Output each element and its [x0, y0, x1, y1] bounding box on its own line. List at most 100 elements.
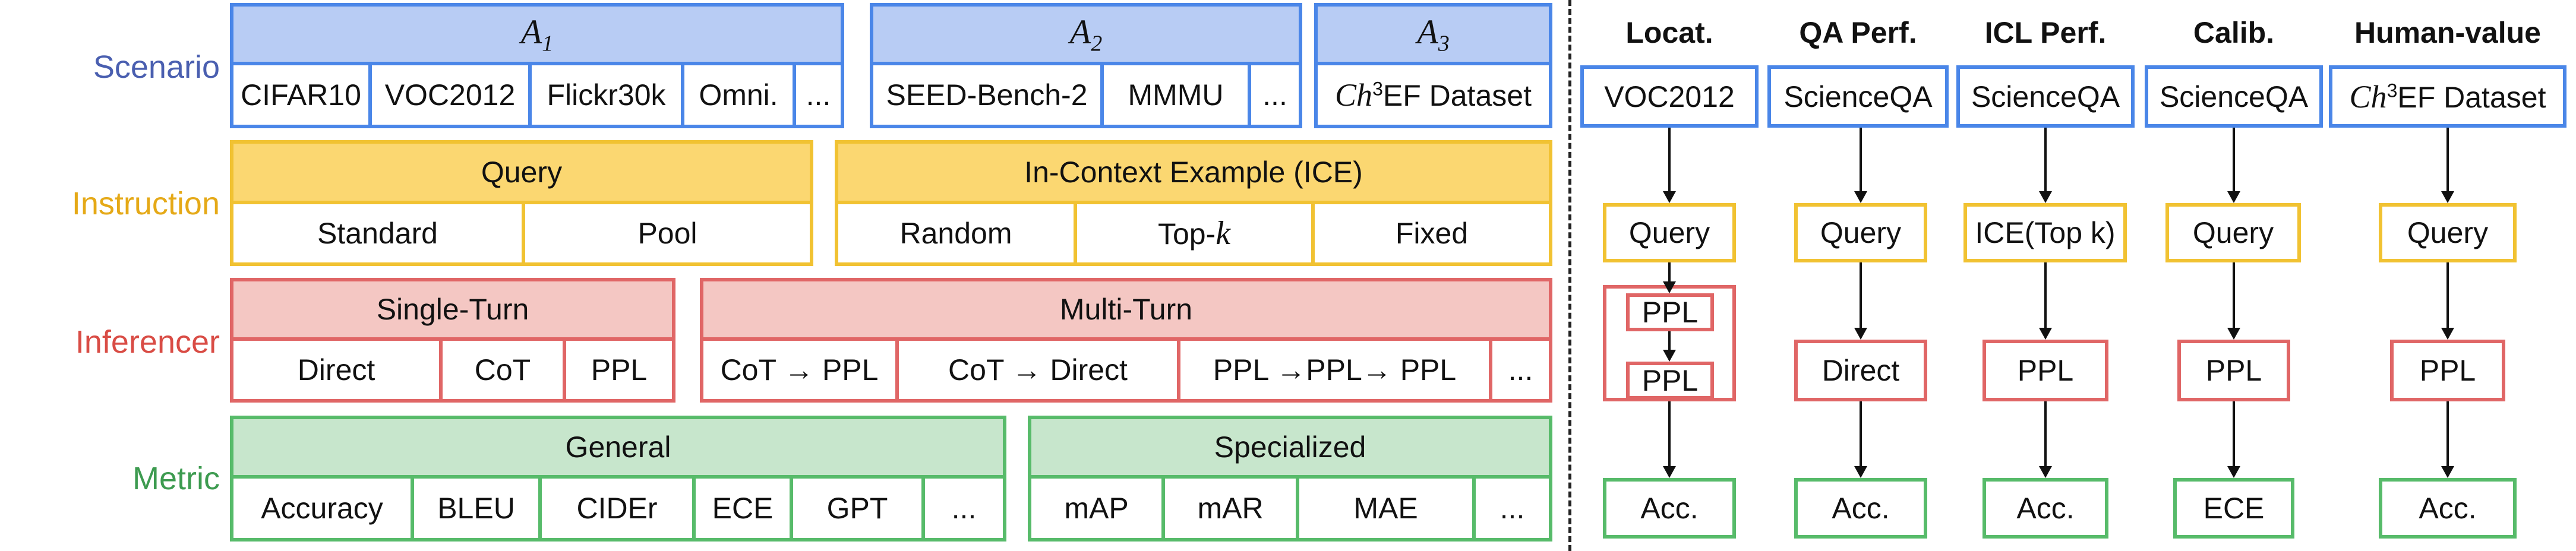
arrow-line [2233, 401, 2235, 467]
row-label-metric: Metric [132, 461, 220, 496]
arrow-head [2441, 466, 2454, 478]
scenario-a3-header: A3 [1314, 3, 1552, 65]
arrow-line [2044, 128, 2047, 192]
pipeline-metric: Acc. [1982, 478, 2108, 539]
pipeline-title: Locat. [1625, 16, 1713, 49]
pipeline-title: ICL Perf. [1984, 16, 2107, 49]
pipeline-inferencer: PPL [2177, 340, 2290, 401]
arrow-head [2039, 466, 2052, 478]
metric-general-item: ... [921, 475, 1006, 542]
instruction-query-header: Query [230, 140, 813, 204]
arrow-line [2446, 262, 2449, 329]
metric-specialized-item: ... [1472, 475, 1552, 542]
pipeline-dataset: ScienceQA [1767, 65, 1949, 128]
metric-general-item: BLEU [411, 475, 542, 542]
arrow-head [2039, 328, 2052, 340]
inferencer-single-item: Direct [230, 337, 443, 403]
arrow-line [1860, 401, 1862, 467]
pipeline-inferencer: PPL [2390, 340, 2505, 401]
arrow-line [2044, 401, 2047, 467]
metric-general-item: Accuracy [230, 475, 414, 542]
arrow-head [2441, 328, 2454, 340]
inferencer-multi-item: ... [1489, 337, 1552, 403]
scenario-a2-item: ... [1248, 62, 1302, 128]
arrow-head [2227, 328, 2240, 340]
scenario-a2-header: A2 [870, 3, 1302, 65]
metric-general-item: CIDEr [538, 475, 696, 542]
metric-general-item: GPT [790, 475, 925, 542]
pipeline-inferencer: PPL [1626, 293, 1714, 331]
arrow-line [2044, 262, 2047, 329]
arrow-head [1663, 466, 1676, 478]
pipeline-metric: Acc. [1603, 478, 1736, 539]
instruction-ice-item: Fixed [1311, 201, 1552, 266]
pipeline-dataset: VOC2012 [1580, 65, 1759, 128]
pipeline-metric: Acc. [2379, 478, 2517, 539]
arrow-head [1663, 350, 1676, 362]
instruction-ice-topk: Top-k [1157, 215, 1231, 252]
inferencer-multi-item: PPL →PPL→ PPL [1177, 337, 1492, 403]
row-label-scenario: Scenario [93, 49, 220, 85]
arrow-line [1668, 331, 1671, 351]
pipeline-instruction: Query [1794, 203, 1927, 262]
pipeline-title: QA Perf. [1799, 16, 1917, 49]
scenario-a1-item: VOC2012 [368, 62, 532, 128]
arrow-head [1663, 281, 1676, 293]
inferencer-single-item: CoT [439, 337, 566, 403]
inferencer-multi-item: CoT → PPL [700, 337, 899, 403]
instruction-query-item: Standard [230, 201, 525, 266]
pipeline-inferencer: PPL [1626, 362, 1714, 400]
pipeline-instruction: Query [2165, 203, 2301, 262]
scenario-a3-item: Ch3EF Dataset [1314, 62, 1552, 128]
metric-specialized-item: MAE [1296, 475, 1476, 542]
row-label-instruction: Instruction [71, 186, 220, 221]
scenario-a2-item: SEED-Bench-2 [870, 62, 1104, 128]
pipeline-dataset: ScienceQA [1956, 65, 2135, 128]
arrow-line [1860, 128, 1862, 192]
pipeline-metric: ECE [2173, 478, 2294, 539]
pipeline-inferencer: Direct [1794, 340, 1927, 401]
section-divider [1568, 0, 1571, 551]
scenario-a1-title: A1 [520, 12, 554, 56]
metric-specialized-item: mAP [1028, 475, 1165, 542]
arrow-head [1854, 466, 1867, 478]
inferencer-multi-header: Multi-Turn [700, 278, 1552, 341]
instruction-ice-header: In-Context Example (ICE) [835, 140, 1552, 204]
scenario-a3-dataset: Ch3EF Dataset [1335, 77, 1532, 113]
pipeline-dataset-text: Ch3EF Dataset [2349, 78, 2546, 115]
arrow-head [2227, 466, 2240, 478]
pipeline-dataset: Ch3EF Dataset [2329, 65, 2566, 128]
arrow-head [2227, 191, 2240, 203]
arrow-head [1663, 191, 1676, 203]
pipeline-instruction: Query [1603, 203, 1736, 262]
arrow-line [1668, 401, 1671, 467]
instruction-ice-item: Random [835, 201, 1077, 266]
metric-specialized-item: mAR [1161, 475, 1299, 542]
arrow-line [2446, 401, 2449, 467]
arrow-line [2233, 128, 2235, 192]
pipeline-dataset: ScienceQA [2145, 65, 2323, 128]
inferencer-single-header: Single-Turn [230, 278, 675, 341]
scenario-a2-title: A2 [1069, 12, 1103, 56]
scenario-a1-item: ... [793, 62, 844, 128]
pipeline-instruction: Query [2379, 203, 2517, 262]
arrow-head [1854, 191, 1867, 203]
pipeline-title: Calib. [2193, 16, 2275, 49]
pipeline-inferencer: PPL [1982, 340, 2108, 401]
instruction-ice-item: Top-k [1074, 201, 1315, 266]
pipeline-metric: Acc. [1794, 478, 1927, 539]
scenario-a1-item: Omni. [681, 62, 796, 128]
inferencer-multi-item: CoT → Direct [895, 337, 1180, 403]
scenario-a1-item: Flickr30k [528, 62, 684, 128]
scenario-a1-header: A1 [230, 3, 844, 65]
metric-general-header: General [230, 416, 1006, 479]
arrow-line [1668, 128, 1671, 192]
pipeline-title: Human-value [2354, 16, 2541, 49]
metric-general-item: ECE [692, 475, 793, 542]
row-label-inferencer: Inferencer [75, 324, 220, 360]
arrow-head [2039, 191, 2052, 203]
arrow-head [2441, 191, 2454, 203]
arrow-line [1860, 262, 1862, 329]
arrow-head [1854, 328, 1867, 340]
scenario-a1-item: CIFAR10 [230, 62, 372, 128]
